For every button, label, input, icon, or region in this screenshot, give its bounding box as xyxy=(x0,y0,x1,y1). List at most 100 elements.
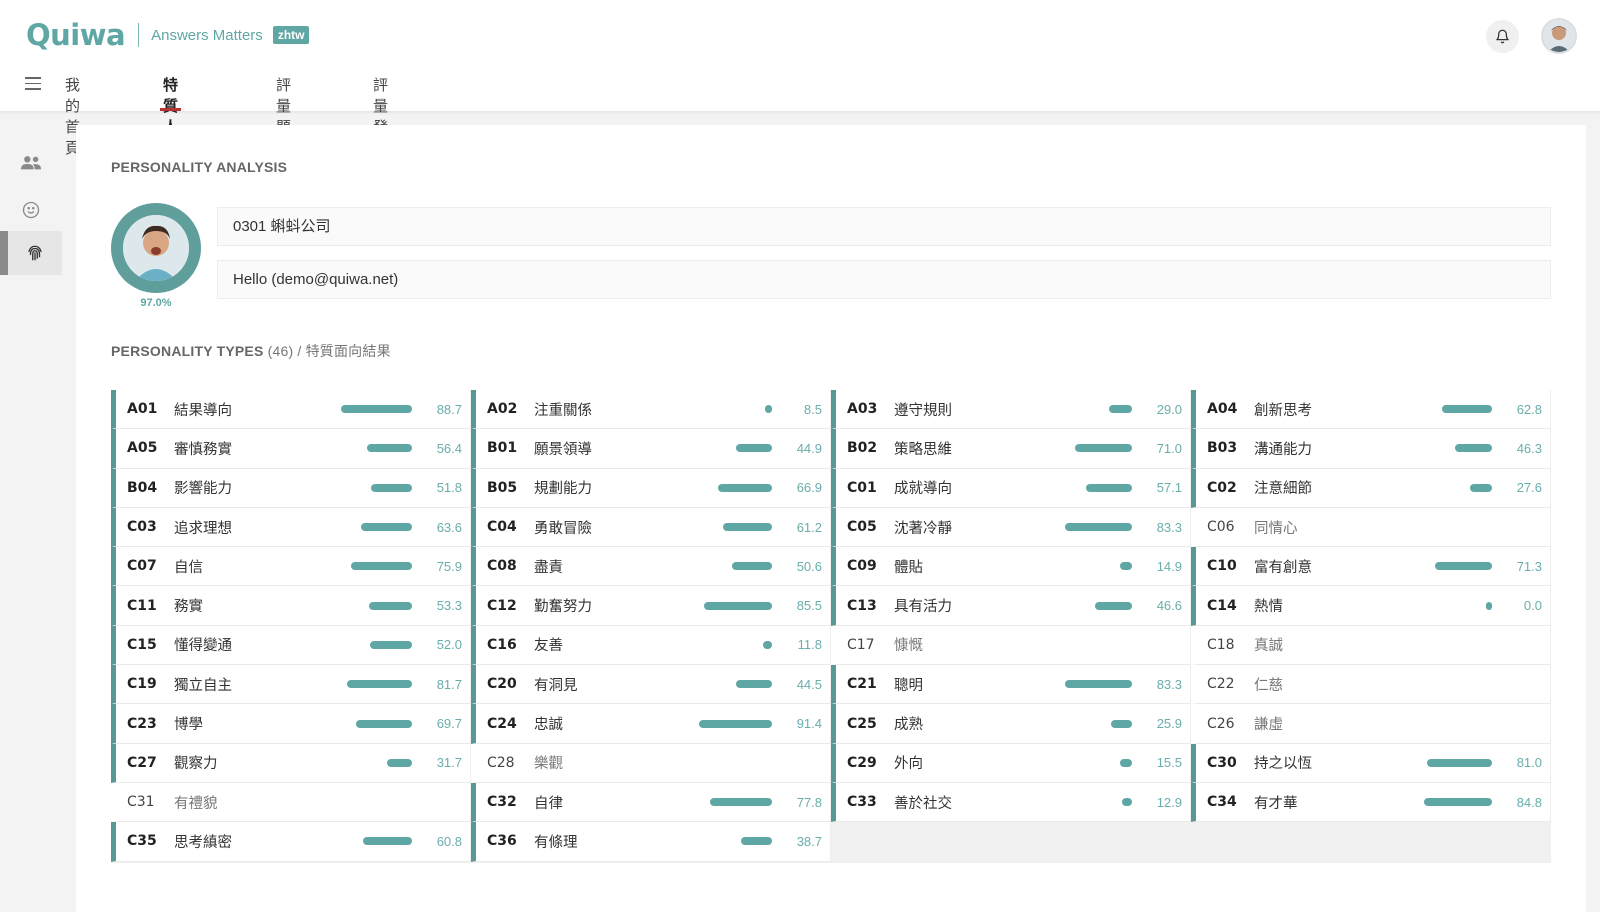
score-bar xyxy=(367,444,412,453)
type-code: B01 xyxy=(487,440,518,457)
personality-type-cell[interactable]: C04 勇敢冒險 61.2 xyxy=(471,507,831,548)
sidebar-item-personality[interactable] xyxy=(0,188,62,232)
personality-type-cell[interactable]: C18 真誠 xyxy=(1191,625,1551,666)
user-field[interactable]: Hello (demo@quiwa.net) xyxy=(217,260,1551,299)
score-value: 46.6 xyxy=(1156,598,1182,614)
personality-type-cell[interactable]: C19 獨立自主 81.7 xyxy=(111,665,471,705)
score-value: 53.3 xyxy=(436,598,462,614)
personality-type-cell[interactable]: C24 忠誠 91.4 xyxy=(471,704,831,744)
score-value: 81.7 xyxy=(436,676,462,692)
score-value: 27.6 xyxy=(1516,480,1542,496)
type-code: C07 xyxy=(127,558,157,575)
personality-type-cell[interactable]: C14 熱情 0.0 xyxy=(1191,586,1551,626)
score-bar xyxy=(765,405,772,414)
type-name: 成就導向 xyxy=(894,481,952,498)
personality-type-cell[interactable]: C12 勤奮努力 85.5 xyxy=(471,586,831,626)
personality-type-cell[interactable]: C17 慷慨 xyxy=(831,625,1191,666)
type-name: 熱情 xyxy=(1254,599,1283,616)
tab-home[interactable]: 我的首頁 xyxy=(65,77,81,157)
personality-type-cell[interactable]: B02 策略思維 71.0 xyxy=(831,429,1191,469)
sidebar-item-fingerprint[interactable] xyxy=(0,231,62,275)
bell-icon xyxy=(1496,29,1509,44)
personality-type-cell[interactable]: C35 思考縝密 60.8 xyxy=(111,822,471,862)
sidebar xyxy=(0,125,62,912)
tab-assessment-publish[interactable]: 評量發佈 xyxy=(373,77,389,157)
quiwa-logo[interactable]: Quiwa xyxy=(26,18,126,52)
personality-type-cell[interactable]: C16 友善 11.8 xyxy=(471,625,831,666)
personality-type-cell[interactable]: A01 結果導向 88.7 xyxy=(111,390,471,430)
personality-type-cell[interactable]: C08 盡責 50.6 xyxy=(471,547,831,587)
score-bar xyxy=(723,523,772,532)
score-bar xyxy=(1086,483,1132,492)
personality-type-cell[interactable]: C30 持之以恆 81.0 xyxy=(1191,743,1551,783)
type-name: 觀察力 xyxy=(174,756,218,773)
personality-type-cell[interactable]: B05 規劃能力 66.9 xyxy=(471,468,831,508)
score-bar xyxy=(363,837,412,846)
personality-type-cell[interactable]: A02 注重關係 8.5 xyxy=(471,390,831,430)
menu-toggle-icon[interactable] xyxy=(25,77,41,90)
personality-type-cell[interactable]: C05 沈著冷靜 83.3 xyxy=(831,507,1191,548)
score-value: 83.3 xyxy=(1156,519,1182,535)
personality-type-cell[interactable]: C10 富有創意 71.3 xyxy=(1191,547,1551,587)
language-badge[interactable]: zhtw xyxy=(272,26,310,44)
score-bar xyxy=(341,405,412,414)
type-name: 自律 xyxy=(534,795,563,812)
sidebar-item-users[interactable] xyxy=(0,141,62,185)
personality-type-cell[interactable]: A04 創新思考 62.8 xyxy=(1191,390,1551,430)
score-bar xyxy=(736,680,772,689)
tab-question-bank[interactable]: 評量題庫 xyxy=(276,77,292,157)
score-bar xyxy=(1427,758,1492,767)
notifications-button[interactable] xyxy=(1486,20,1519,53)
type-name: 追求理想 xyxy=(174,520,232,537)
personality-type-cell[interactable]: B03 溝通能力 46.3 xyxy=(1191,429,1551,469)
score-value: 77.8 xyxy=(796,794,822,810)
company-field[interactable]: 0301 蝌蚪公司 xyxy=(217,207,1551,246)
type-code: C16 xyxy=(487,636,517,653)
score-value: 62.8 xyxy=(1516,401,1542,417)
score-value: 51.8 xyxy=(436,480,462,496)
personality-type-cell[interactable]: C22 仁慈 xyxy=(1191,665,1551,705)
personality-type-cell[interactable]: C33 善於社交 12.9 xyxy=(831,782,1191,823)
personality-type-cell[interactable]: C29 外向 15.5 xyxy=(831,743,1191,783)
score-value: 29.0 xyxy=(1156,401,1182,417)
personality-type-cell[interactable]: B01 願景領導 44.9 xyxy=(471,429,831,469)
personality-type-cell[interactable]: C09 體貼 14.9 xyxy=(831,547,1191,587)
personality-type-cell[interactable]: C13 具有活力 46.6 xyxy=(831,586,1191,626)
personality-type-cell[interactable]: C26 謙虛 xyxy=(1191,704,1551,744)
personality-type-cell[interactable]: C01 成就導向 57.1 xyxy=(831,468,1191,508)
type-name: 真誠 xyxy=(1254,638,1283,655)
personality-type-cell[interactable]: A05 審慎務實 56.4 xyxy=(111,429,471,469)
type-code: C25 xyxy=(847,715,877,732)
personality-type-cell[interactable]: C02 注意細節 27.6 xyxy=(1191,468,1551,508)
personality-type-cell[interactable]: C21 聰明 83.3 xyxy=(831,665,1191,705)
personality-type-cell[interactable]: C15 懂得變通 52.0 xyxy=(111,625,471,666)
tab-talent-pool[interactable]: 特質人才庫 xyxy=(159,74,182,178)
personality-type-cell[interactable]: C27 觀察力 31.7 xyxy=(111,743,471,783)
type-code: C33 xyxy=(847,794,877,811)
type-name: 有洞見 xyxy=(534,677,578,694)
personality-type-cell[interactable]: A03 遵守規則 29.0 xyxy=(831,390,1191,430)
type-name: 富有創意 xyxy=(1254,559,1312,576)
personality-type-cell[interactable]: C31 有禮貌 xyxy=(111,782,471,823)
score-bar xyxy=(1075,444,1132,453)
score-value: 71.3 xyxy=(1516,558,1542,574)
personality-type-cell[interactable]: C11 務實 53.3 xyxy=(111,586,471,626)
personality-type-cell[interactable]: C36 有條理 38.7 xyxy=(471,822,831,862)
user-avatar-button[interactable] xyxy=(1541,18,1577,54)
type-code: C06 xyxy=(1207,519,1235,536)
personality-type-cell[interactable]: C07 自信 75.9 xyxy=(111,547,471,587)
profile-score-ring xyxy=(111,203,201,293)
personality-type-cell[interactable]: C23 博學 69.7 xyxy=(111,704,471,744)
score-value: 88.7 xyxy=(436,401,462,417)
type-name: 有條理 xyxy=(534,834,578,851)
personality-type-cell[interactable]: C32 自律 77.8 xyxy=(471,782,831,823)
personality-type-cell[interactable]: C25 成熟 25.9 xyxy=(831,704,1191,744)
personality-type-cell[interactable]: C34 有才華 84.8 xyxy=(1191,782,1551,823)
personality-type-cell[interactable]: B04 影響能力 51.8 xyxy=(111,468,471,508)
smiley-icon xyxy=(22,201,40,219)
personality-type-cell[interactable]: C03 追求理想 63.6 xyxy=(111,507,471,548)
personality-type-cell[interactable]: C20 有洞見 44.5 xyxy=(471,665,831,705)
personality-type-cell[interactable]: C28 樂觀 xyxy=(471,743,831,783)
score-bar xyxy=(1120,758,1132,767)
personality-type-cell[interactable]: C06 同情心 xyxy=(1191,507,1551,548)
